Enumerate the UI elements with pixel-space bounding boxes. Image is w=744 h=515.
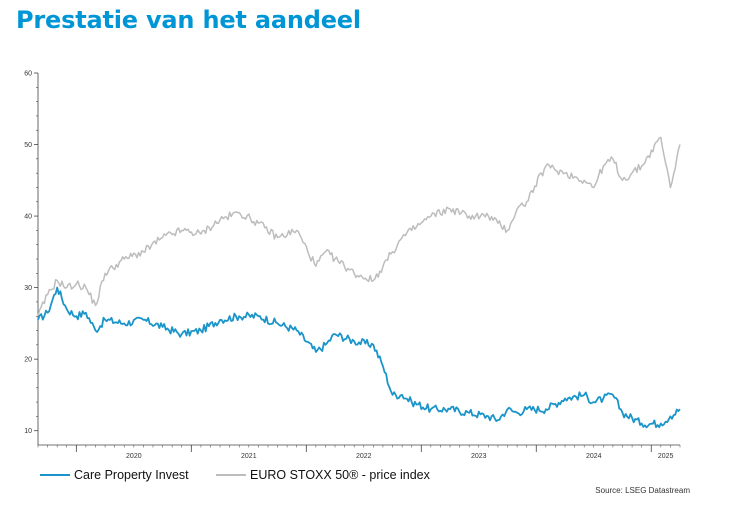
series-line-euro-stoxx-50 (37, 136, 681, 317)
y-tick-label-50: 50 (24, 142, 32, 149)
x-tick-label-2024: 2024 (586, 453, 602, 460)
legend: Care Property Invest EURO STOXX 50® - pr… (40, 468, 431, 482)
legend-label-euro-stoxx-50: EURO STOXX 50® - price index (250, 468, 431, 482)
x-tick-label-2022: 2022 (356, 453, 372, 460)
y-tick-label-40: 40 (24, 214, 32, 221)
legend-label-care-property-invest: Care Property Invest (74, 468, 189, 482)
y-tick-label-20: 20 (24, 357, 32, 364)
x-tick-label-2020: 2020 (126, 453, 142, 460)
page-title: Prestatie van het aandeel (16, 6, 361, 34)
x-axis: 2020 2021 2022 2023 2024 2025 (37, 444, 681, 460)
y-ticks: 10 20 30 40 50 60 (24, 71, 38, 435)
series-line-care-property-invest (37, 286, 681, 429)
y-tick-label-60: 60 (24, 71, 32, 78)
source-note: Source: LSEG Datastream (595, 486, 690, 495)
x-tick-label-2023: 2023 (471, 453, 487, 460)
x-tick-label-2021: 2021 (241, 453, 257, 460)
y-tick-label-10: 10 (24, 428, 32, 435)
x-ticks: 2020 2021 2022 2023 2024 2025 (37, 445, 681, 460)
y-axis: 10 20 30 40 50 60 (24, 71, 39, 445)
y-tick-label-30: 30 (24, 285, 32, 292)
x-tick-label-2025: 2025 (658, 453, 674, 460)
